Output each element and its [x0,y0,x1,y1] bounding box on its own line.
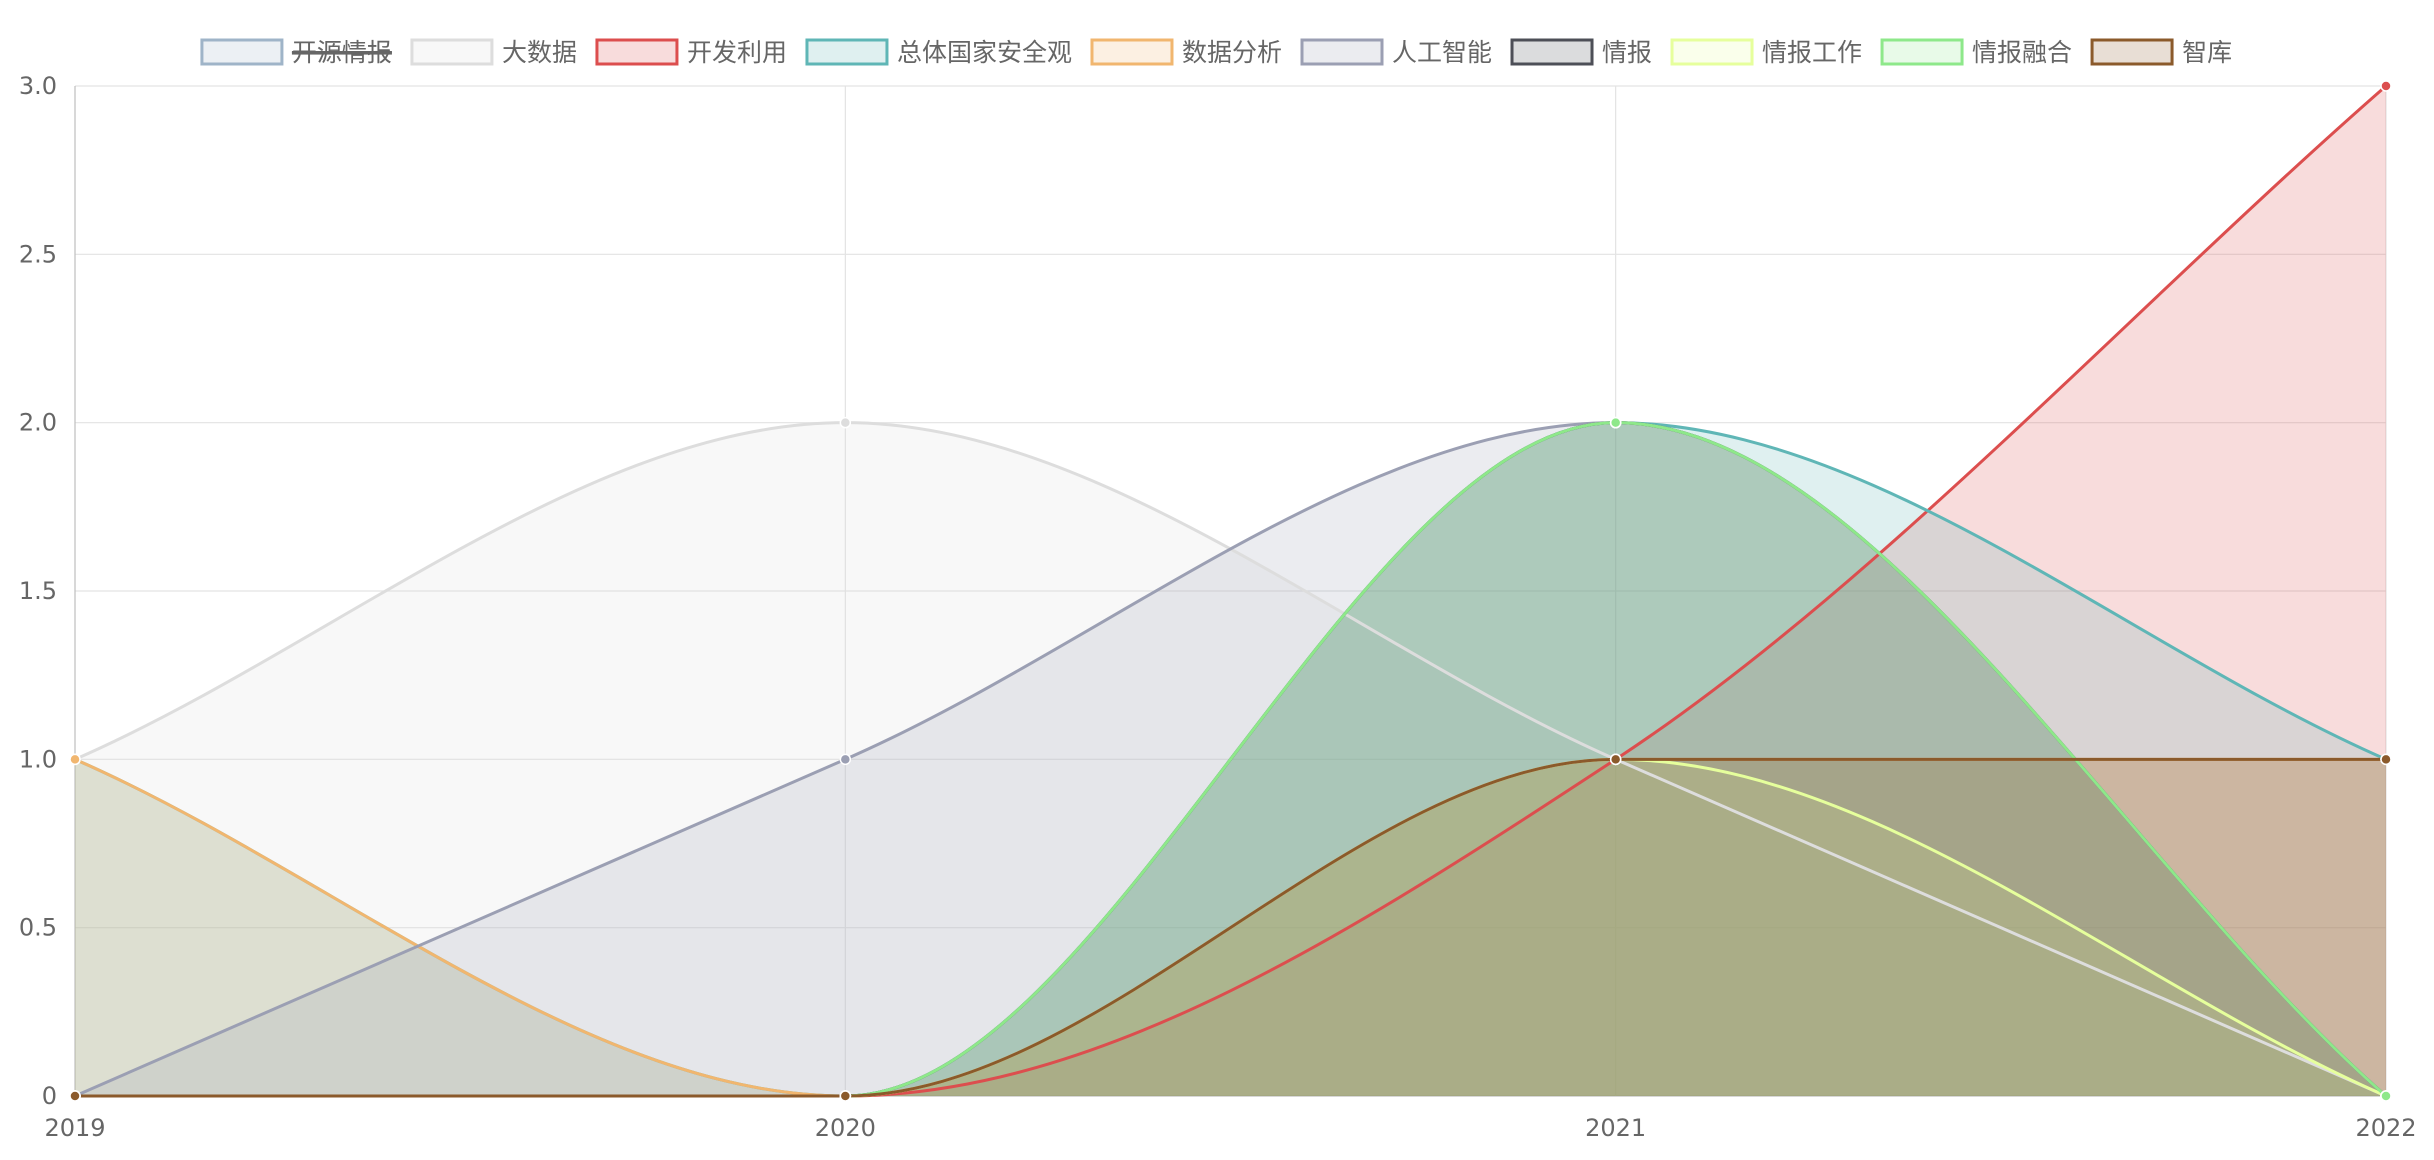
data-point[interactable] [1609,753,1622,766]
x-tick-label: 2019 [44,1114,105,1142]
legend-swatch [1300,38,1384,66]
y-tick-label: 1.0 [19,745,57,773]
legend-item[interactable]: 开发利用 [595,38,787,67]
series-points [69,80,2392,1102]
data-point[interactable] [2380,1090,2392,1102]
x-tick-label: 2022 [2355,1114,2416,1142]
legend-item[interactable]: 开源情报 [200,38,392,67]
legend-item[interactable]: 情报 [1510,38,1652,67]
legend: 开源情报 大数据 开发利用 总体国家安全观 数据分析 人工智能 情报 情报工作 情报融合 智库 [200,38,2232,67]
data-point[interactable] [2380,753,2392,766]
y-tick-label: 2.5 [19,240,57,268]
legend-label: 总体国家安全观 [897,38,1072,67]
data-point[interactable] [1609,416,1622,429]
legend-label: 情报工作 [1762,38,1862,67]
legend-item[interactable]: 智库 [2090,38,2232,67]
legend-swatch [1510,38,1594,66]
data-point[interactable] [839,1090,852,1102]
legend-label: 大数据 [502,38,577,67]
series-lines [74,84,2387,1098]
legend-label: 智库 [2182,38,2232,67]
legend-label: 人工智能 [1392,38,1492,67]
x-tick-label: 2021 [1585,1114,1646,1142]
data-point[interactable] [69,1090,81,1102]
legend-label: 情报 [1602,38,1652,67]
legend-swatch [2090,38,2174,66]
legend-swatch [200,38,284,66]
legend-item[interactable]: 数据分析 [1090,38,1282,67]
series-line [74,757,2386,1098]
legend-item[interactable]: 大数据 [410,38,577,67]
legend-item[interactable]: 总体国家安全观 [805,38,1072,67]
legend-label: 数据分析 [1182,38,1282,67]
axes: 0 0.5 1.0 1.5 2.0 2.5 3.0 2019 2020 2021 2022 [19,72,2417,1142]
legend-item[interactable]: 情报工作 [1670,38,1862,67]
data-point[interactable] [839,416,852,429]
y-tick-label: 3.0 [19,72,57,100]
legend-swatch [805,38,889,66]
y-tick-label: 0 [42,1082,57,1110]
y-tick-label: 0.5 [19,914,57,942]
data-point[interactable] [2380,80,2392,92]
legend-item[interactable]: 情报融合 [1880,38,2072,67]
legend-swatch [1670,38,1754,66]
legend-swatch [595,38,679,66]
legend-item[interactable]: 人工智能 [1300,38,1492,67]
x-tick-label: 2020 [815,1114,876,1142]
legend-label: 情报融合 [1972,38,2072,67]
series-line [74,421,2387,1098]
y-tick-label: 2.0 [19,409,57,437]
legend-swatch [410,38,494,66]
legend-swatch [1880,38,1964,66]
data-point[interactable] [69,753,81,766]
legend-swatch [1090,38,1174,66]
data-point[interactable] [839,753,852,766]
y-tick-label: 1.5 [19,577,57,605]
legend-label: 开发利用 [687,38,787,67]
